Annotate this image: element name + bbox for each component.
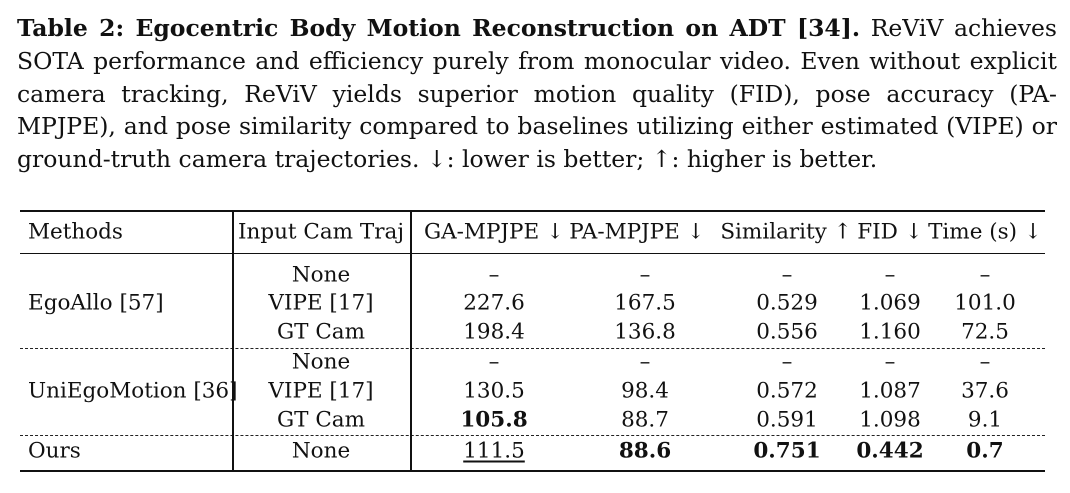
cell-ga-mpjpe-second: 111.5 bbox=[463, 438, 525, 464]
cell-ga-mpjpe: – bbox=[488, 262, 500, 288]
cell-time-best: 0.7 bbox=[966, 438, 1004, 464]
cell-time: – bbox=[979, 349, 991, 375]
cell-similarity: 0.572 bbox=[756, 378, 818, 404]
method-ours: Ours bbox=[28, 438, 81, 464]
cell-pa-mpjpe: 88.7 bbox=[621, 407, 669, 433]
cell-input: None bbox=[291, 262, 351, 288]
cell-time: 37.6 bbox=[961, 378, 1009, 404]
cell-time: 9.1 bbox=[967, 407, 1003, 433]
method-uniegomotion: UniEgoMotion [36] bbox=[28, 378, 238, 404]
cell-fid: – bbox=[884, 349, 896, 375]
caption-text-3: explicit camera tracking, ReViV yields s… bbox=[17, 46, 1057, 108]
cell-pa-mpjpe: 136.8 bbox=[614, 319, 676, 345]
cell-similarity: 0.529 bbox=[756, 290, 818, 316]
cell-time: 101.0 bbox=[954, 290, 1016, 316]
table-header-rule bbox=[20, 253, 1045, 254]
table-caption: Table 2: Egocentric Body Motion Reconstr… bbox=[17, 12, 1057, 176]
cell-fid: 1.098 bbox=[859, 407, 921, 433]
results-table: Methods Input Cam Traj GA-MPJPE ↓ PA-MPJ… bbox=[20, 210, 1045, 472]
cell-fid-best: 0.442 bbox=[856, 438, 924, 464]
cell-time: 72.5 bbox=[961, 319, 1009, 345]
table-top-rule bbox=[20, 210, 1045, 212]
cell-similarity: – bbox=[781, 349, 793, 375]
header-ga-mpjpe: GA-MPJPE ↓ bbox=[423, 219, 565, 245]
cell-similarity: 0.556 bbox=[756, 319, 818, 345]
header-time: Time (s) ↓ bbox=[928, 219, 1042, 245]
cell-ga-mpjpe: 130.5 bbox=[463, 378, 525, 404]
caption-text-4: (PA-MPJPE), and pose similarity compared… bbox=[17, 79, 1057, 141]
cell-similarity-best: 0.751 bbox=[753, 438, 821, 464]
cell-similarity: – bbox=[781, 262, 793, 288]
caption-text-5: (VIPE) or ground-truth camera trajectori… bbox=[17, 112, 1057, 174]
cell-ga-mpjpe: 227.6 bbox=[463, 290, 525, 316]
caption-text-2: achieves SOTA performance and efficiency… bbox=[17, 14, 1057, 75]
caption-title: Table 2: Egocentric Body Motion Reconstr… bbox=[17, 14, 861, 42]
cell-fid: 1.087 bbox=[859, 378, 921, 404]
cell-input: GT Cam bbox=[276, 319, 366, 345]
column-divider bbox=[410, 210, 412, 472]
cell-input: None bbox=[291, 438, 351, 464]
method-egoallo: EgoAllo [57] bbox=[28, 290, 164, 316]
cell-similarity: 0.591 bbox=[756, 407, 818, 433]
header-methods: Methods bbox=[28, 219, 123, 245]
cell-time: – bbox=[979, 262, 991, 288]
header-pa-mpjpe: PA-MPJPE ↓ bbox=[569, 219, 705, 245]
header-similarity: Similarity ↑ bbox=[720, 219, 852, 245]
cell-fid: 1.160 bbox=[859, 319, 921, 345]
cell-input: VIPE [17] bbox=[268, 290, 374, 316]
cell-ga-mpjpe: – bbox=[488, 349, 500, 375]
cell-fid: 1.069 bbox=[859, 290, 921, 316]
cell-fid: – bbox=[884, 262, 896, 288]
cell-input: GT Cam bbox=[276, 407, 366, 433]
cell-pa-mpjpe: – bbox=[639, 349, 651, 375]
cell-input: VIPE [17] bbox=[268, 378, 374, 404]
caption-text-1: ReViV bbox=[870, 14, 944, 42]
column-divider bbox=[232, 210, 234, 472]
group-separator bbox=[20, 435, 1045, 436]
group-separator bbox=[20, 348, 1045, 349]
cell-pa-mpjpe: 167.5 bbox=[614, 290, 676, 316]
header-input-cam-traj: Input Cam Traj bbox=[237, 219, 405, 245]
cell-pa-mpjpe: 98.4 bbox=[621, 378, 669, 404]
cell-input: None bbox=[291, 349, 351, 375]
cell-ga-mpjpe-best: 105.8 bbox=[460, 407, 528, 433]
header-fid: FID ↓ bbox=[857, 219, 923, 245]
cell-pa-mpjpe-best: 88.6 bbox=[618, 438, 672, 464]
cell-ga-mpjpe: 198.4 bbox=[463, 319, 525, 345]
cell-pa-mpjpe: – bbox=[639, 262, 651, 288]
table-bottom-rule bbox=[20, 470, 1045, 472]
